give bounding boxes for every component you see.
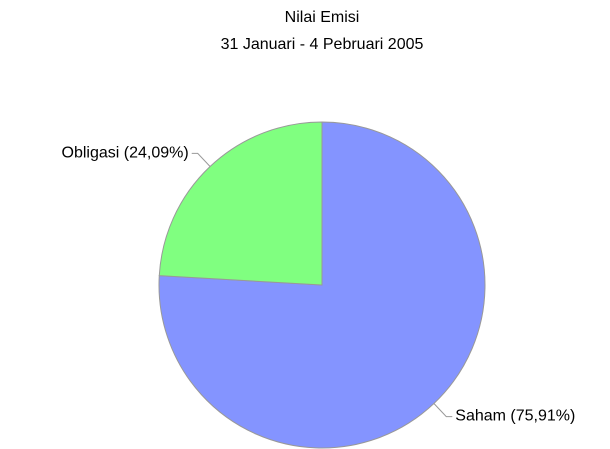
chart-subtitle: 31 Januari - 4 Pebruari 2005 <box>221 36 424 53</box>
leader-line <box>433 403 453 418</box>
chart-title: Nilai Emisi <box>285 9 360 26</box>
slice-label: Obligasi (24,09%) <box>62 145 189 162</box>
leader-line <box>191 152 211 167</box>
slice-category: Obligasi <box>62 145 120 162</box>
slice-label: Saham (75,91%) <box>455 408 575 425</box>
slice-value-label: (75,91%) <box>510 408 575 425</box>
slice-category: Saham <box>455 408 506 425</box>
pie-slice <box>158 121 486 449</box>
slice-value-label: (24,09%) <box>124 145 189 162</box>
